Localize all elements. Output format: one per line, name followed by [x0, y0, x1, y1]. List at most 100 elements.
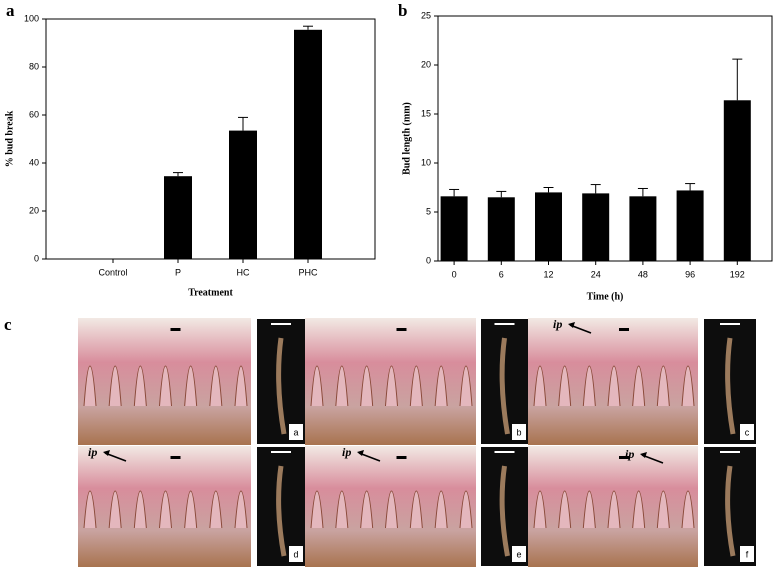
image-label: a [293, 427, 298, 437]
leaf-primordium [434, 490, 448, 529]
image-label: d [293, 549, 298, 559]
plot-frame [45, 18, 376, 260]
leaf-primordium [558, 365, 572, 407]
leaf-primordium [133, 365, 147, 407]
y-tick-label: 60 [29, 109, 39, 119]
leaf-primordium [533, 365, 547, 407]
image-label-box [289, 424, 303, 440]
shoot [499, 465, 510, 557]
leaf-primordium [385, 365, 398, 407]
leaf-primordium [209, 365, 223, 407]
leaf-primordium [360, 490, 374, 529]
leaf-primordium [582, 365, 596, 407]
bar [629, 196, 657, 261]
shoot [276, 337, 287, 435]
leaf-primordium [335, 365, 349, 407]
y-tick-label: 0 [426, 255, 431, 265]
leaf-primordium [459, 365, 473, 407]
x-axis-label: Treatment [188, 287, 233, 298]
bar [440, 196, 468, 261]
leaf-primordium [385, 490, 398, 529]
leaf-primordium [632, 365, 646, 407]
leaf-primordium [310, 490, 324, 529]
bar [676, 190, 704, 261]
image-label-box [512, 424, 526, 440]
leaf-primordium [459, 490, 473, 529]
y-tick-label: 15 [421, 108, 431, 118]
leaf-primordium [209, 490, 223, 529]
scale-bar [619, 328, 629, 331]
image-label: e [516, 549, 521, 559]
y-tick-label: 20 [29, 205, 39, 215]
shoot [499, 337, 510, 435]
x-tick-label: PHC [298, 267, 318, 277]
x-tick-label: 6 [499, 269, 504, 279]
image-label-box [289, 546, 303, 562]
bar [164, 176, 192, 259]
y-tick-label: 20 [421, 59, 431, 69]
scale-bar [396, 328, 407, 331]
shoot [725, 465, 736, 557]
leaf-primordium [607, 365, 621, 407]
x-tick-label: P [175, 267, 181, 277]
leaf-primordium [681, 365, 695, 407]
y-tick-label: 100 [24, 13, 39, 23]
leaf-primordium [234, 490, 248, 529]
image-label-box [740, 424, 754, 440]
annotation: ip [553, 317, 562, 331]
bar [487, 197, 515, 261]
image-label-box [740, 546, 754, 562]
leaf-primordium [409, 365, 423, 407]
scale-bar [170, 328, 181, 331]
y-axis-label: Bud length (mm) [401, 102, 412, 175]
arrow-head [640, 452, 647, 458]
annotation: ip [625, 447, 634, 461]
image-label-box [512, 546, 526, 562]
x-tick-label: 96 [685, 269, 695, 279]
scale-bar [170, 456, 181, 459]
arrow-head [568, 322, 575, 328]
leaf-primordium [108, 365, 122, 407]
shoot [725, 337, 736, 435]
panel-label: b [398, 1, 407, 20]
scale-bar [619, 456, 629, 459]
y-tick-label: 25 [421, 10, 431, 20]
y-tick-label: 5 [426, 206, 431, 216]
leaf-primordium [360, 365, 374, 407]
x-tick-label: HC [237, 267, 250, 277]
image-label: b [516, 427, 521, 437]
y-tick-label: 40 [29, 157, 39, 167]
x-tick-label: 24 [591, 269, 601, 279]
scale-bar [396, 456, 407, 459]
leaf-primordium [434, 365, 448, 407]
leaf-primordium [159, 365, 172, 407]
image-label: c [745, 427, 750, 437]
x-tick-label: 48 [638, 269, 648, 279]
panel-label: a [6, 1, 15, 20]
y-tick-label: 80 [29, 61, 39, 71]
y-axis-label: % bud break [4, 110, 15, 167]
leaf-primordium [184, 490, 198, 529]
leaf-primordium [558, 490, 572, 529]
leaf-primordium [133, 490, 147, 529]
leaf-primordium [184, 365, 198, 407]
bar [294, 29, 322, 259]
arrow-head [103, 450, 110, 456]
leaf-primordium [582, 490, 596, 529]
image-label: f [746, 549, 749, 559]
arrow-head [357, 450, 364, 456]
leaf-primordium [108, 490, 122, 529]
bar [723, 100, 751, 261]
leaf-primordium [159, 490, 172, 529]
leaf-primordium [632, 490, 646, 529]
leaf-primordium [656, 490, 670, 529]
leaf-primordium [83, 490, 97, 529]
y-tick-label: 0 [34, 253, 39, 263]
bar [535, 192, 562, 261]
leaf-primordium [409, 490, 423, 529]
x-tick-label: 0 [452, 269, 457, 279]
leaf-primordium [335, 490, 349, 529]
leaf-primordium [310, 365, 324, 407]
x-axis-label: Time (h) [587, 291, 624, 302]
